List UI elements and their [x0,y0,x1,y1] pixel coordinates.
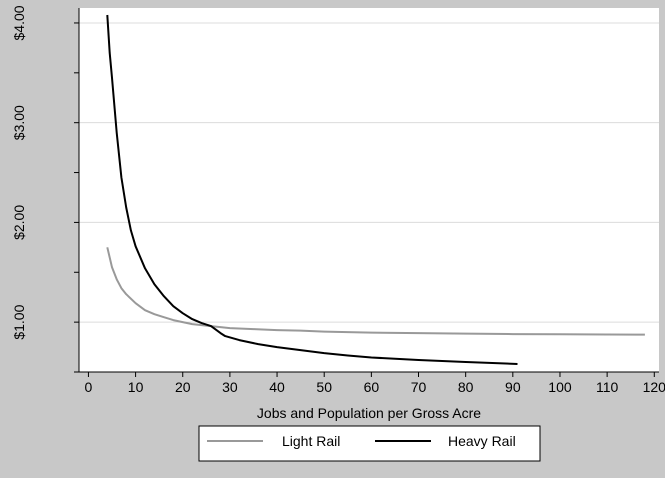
x-tick-label: 120 [643,379,665,395]
x-tick-label: 40 [269,379,285,395]
legend-label-light-rail: Light Rail [282,433,340,449]
series-lines [106,14,645,365]
x-tick-label: 60 [364,379,380,395]
x-axis-ticks: 0 10 20 30 40 50 60 70 80 90 100 110 120 [85,372,665,395]
x-tick-label: 30 [222,379,238,395]
x-tick-label: 90 [505,379,521,395]
series-line-heavy-rail [106,14,518,365]
x-tick-label: 0 [85,379,93,395]
x-tick-label: 80 [458,379,474,395]
y-axis-ticks: $1.00 $2.00 $3.00 $4.00 [11,5,79,373]
y-tick-label: $4.00 [11,5,27,40]
grid-lines [79,22,659,323]
x-tick-label: 10 [128,379,144,395]
x-tick-label: 100 [548,379,572,395]
x-axis-title: Jobs and Population per Gross Acre [257,405,481,421]
legend-label-heavy-rail: Heavy Rail [448,433,516,449]
x-tick-label: 110 [596,379,619,395]
legend: Light Rail Heavy Rail [198,425,541,462]
plot-area [79,8,659,372]
y-tick-label: $1.00 [11,304,27,339]
x-tick-label: 50 [316,379,332,395]
x-tick-label: 70 [411,379,427,395]
y-tick-label: $3.00 [11,105,27,140]
legend-box [198,425,541,462]
x-tick-label: 20 [175,379,191,395]
y-tick-label: $2.00 [11,205,27,240]
